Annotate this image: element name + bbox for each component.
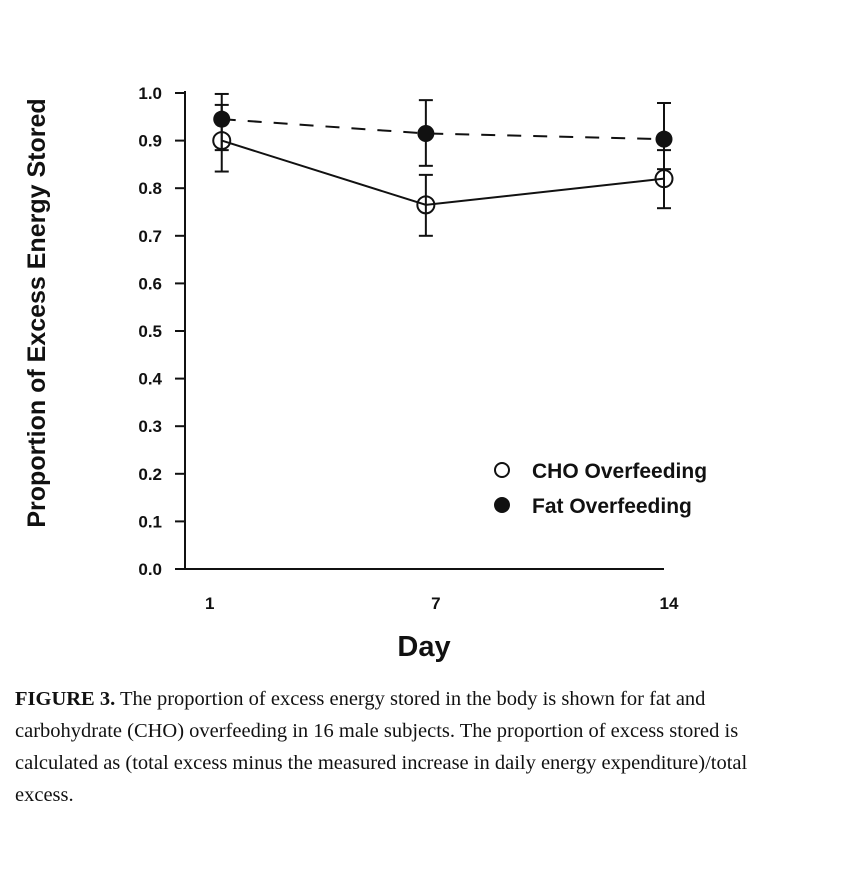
data-point-fat xyxy=(213,110,231,128)
series-line-cho xyxy=(221,139,665,206)
legend-marker-fat xyxy=(494,497,510,513)
y-tick-label: 0.3 xyxy=(138,417,162,436)
data-point-cho xyxy=(654,169,674,189)
series-line-fat xyxy=(221,118,665,141)
y-tick-label: 0.7 xyxy=(138,227,162,246)
y-tick-label: 0.6 xyxy=(138,274,162,293)
y-tick-label: 0.9 xyxy=(138,132,162,151)
legend-label-cho: CHO Overfeeding xyxy=(532,460,707,483)
y-tick-label: 0.4 xyxy=(138,370,162,389)
caption-text: The proportion of excess energy stored i… xyxy=(15,688,748,806)
x-tick-label: 1 xyxy=(205,594,214,613)
y-axis-label: Proportion of Excess Energy Stored xyxy=(23,98,51,527)
data-point-fat xyxy=(417,124,435,142)
data-point-cho xyxy=(416,195,436,215)
x-axis-label: Day xyxy=(397,631,450,663)
y-tick-label: 0.2 xyxy=(138,465,162,484)
y-tick-label: 0.5 xyxy=(138,322,162,341)
data-point-cho xyxy=(212,131,232,151)
chart: 0.0 0.1 0.2 0.3 0.4 0.5 0.6 0.7 0.8 0.9 1.0 1 7 14 P… xyxy=(23,84,707,663)
figure-caption: FIGURE 3. The proportion of excess energ… xyxy=(15,683,785,811)
x-tick-label: 14 xyxy=(660,594,679,613)
y-tick-label: 0.8 xyxy=(138,179,162,198)
legend: CHO Overfeeding Fat Overfeeding xyxy=(494,460,707,518)
y-tick-label: 1.0 xyxy=(138,84,162,103)
y-tick-label: 0.1 xyxy=(138,512,162,531)
y-tick-label: 0.0 xyxy=(138,560,162,579)
caption-label: FIGURE 3. xyxy=(15,688,116,710)
data-point-fat xyxy=(655,130,673,148)
legend-label-fat: Fat Overfeeding xyxy=(532,495,692,518)
legend-marker-cho xyxy=(494,462,510,478)
x-tick-label: 7 xyxy=(431,594,440,613)
